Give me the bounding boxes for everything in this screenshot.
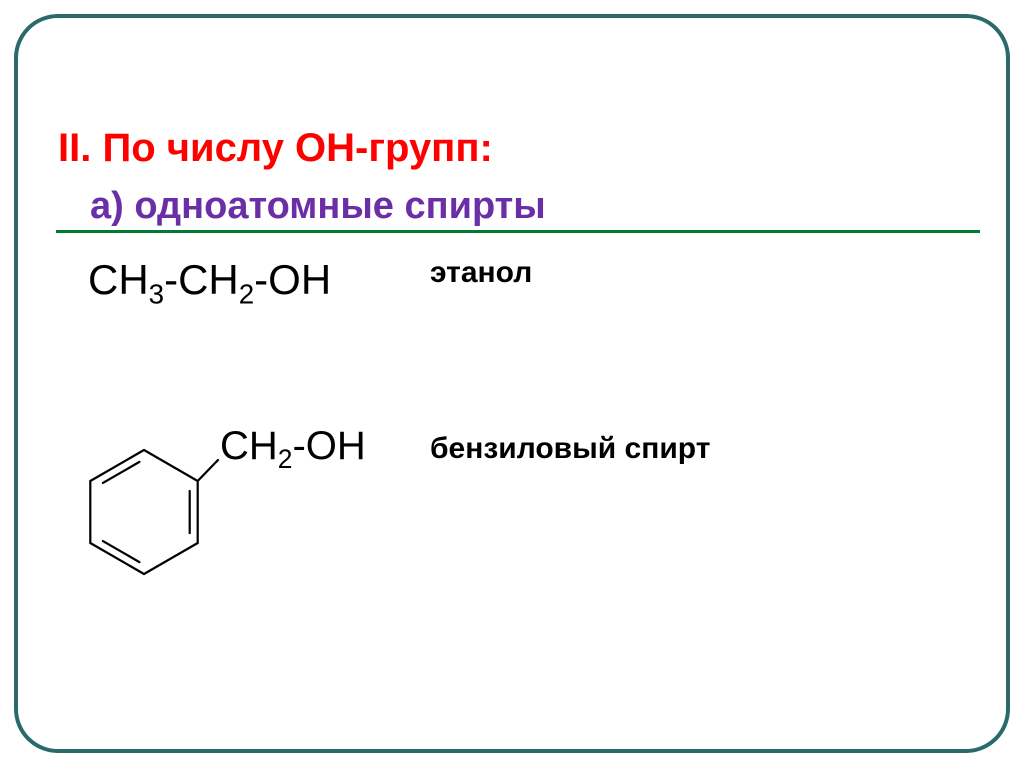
- benzene-ring: [66, 424, 226, 589]
- benzyl-formula: СН2-ОН: [220, 424, 366, 469]
- slide-content: II. По числу ОН-групп: а) одноатомные сп…: [0, 0, 1024, 767]
- benzyl-label: бензиловый спирт: [430, 432, 710, 466]
- section-heading: II. По числу ОН-групп:: [58, 126, 493, 171]
- ethanol-formula: СН3-СН2-ОН: [88, 256, 331, 304]
- ethanol-label: этанол: [430, 256, 532, 290]
- heading-underline: [56, 230, 980, 233]
- sub-heading: а) одноатомные спирты: [90, 185, 546, 228]
